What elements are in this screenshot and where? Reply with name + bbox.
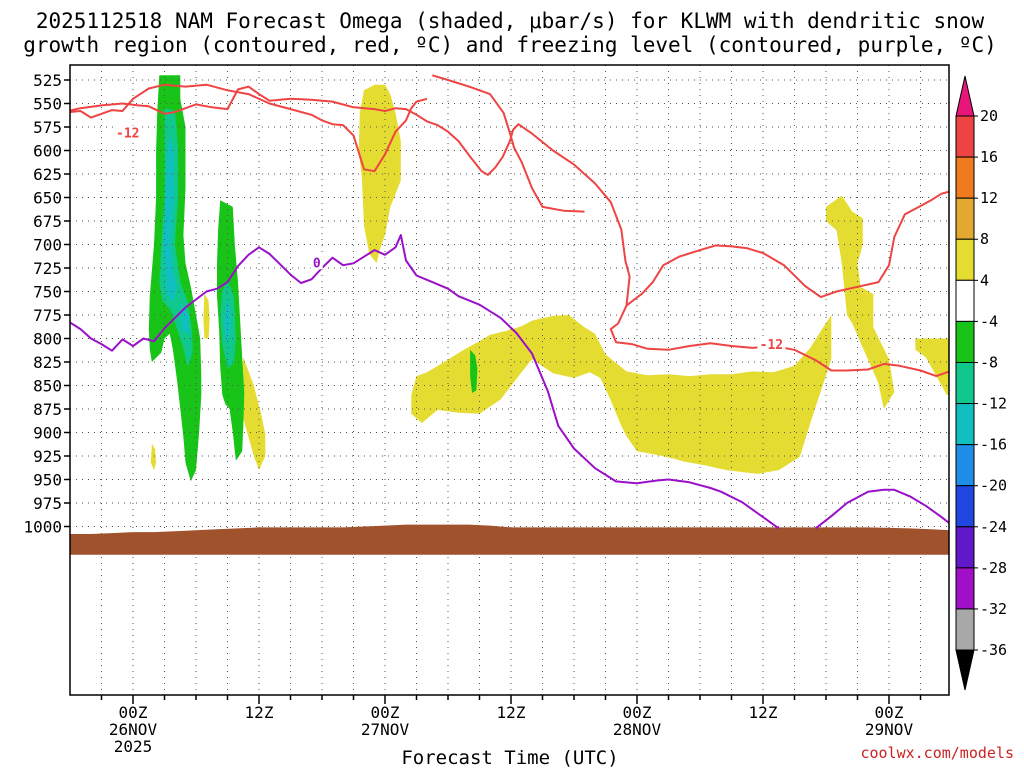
colorbar-label-0: 20 <box>980 107 998 125</box>
colorbar-label-6: -8 <box>980 353 998 371</box>
colorbar-box-9 <box>955 485 975 528</box>
y-tick-label-525: 525 <box>33 71 62 90</box>
contour-label-2: -12 <box>760 338 783 353</box>
x-tick-label-72-1: 29NOV <box>865 720 914 739</box>
grid <box>70 65 949 695</box>
colorbar-label-11: -28 <box>980 559 1007 577</box>
plot-frame <box>69 64 950 696</box>
colorbar-label-7: -12 <box>980 395 1007 413</box>
ground-fill <box>70 524 949 555</box>
y-tick-label-950: 950 <box>33 471 62 490</box>
omega-region-0 <box>358 84 401 264</box>
colorbar-label-3: 8 <box>980 230 989 248</box>
colorbar-label-13: -36 <box>980 641 1007 659</box>
y-tick-label-675: 675 <box>33 212 62 231</box>
colorbar-label-10: -24 <box>980 518 1007 536</box>
y-tick-label-850: 850 <box>33 377 62 396</box>
y-tick-label-900: 900 <box>33 424 62 443</box>
y-tick-label-800: 800 <box>33 330 62 349</box>
x-tick-label-48-1: 28NOV <box>613 720 662 739</box>
omega-region-10 <box>470 349 478 393</box>
colorbar-top-arrow <box>955 75 975 117</box>
y-tick-label-925: 925 <box>33 447 62 466</box>
colorbar-box-6 <box>955 361 975 405</box>
colorbar-box-3 <box>955 238 975 281</box>
omega-shading <box>148 75 949 482</box>
colorbar-box-1 <box>955 156 975 199</box>
credit-text: coolwx.com/models <box>860 744 1014 762</box>
colorbar-label-8: -16 <box>980 436 1007 454</box>
colorbar-label-9: -20 <box>980 477 1007 495</box>
omega-region-4 <box>240 357 266 471</box>
temperature-contours: -12 -12 0 <box>70 74 949 530</box>
colorbar-label-5: -4 <box>980 312 998 330</box>
x-tick-label-0-0: 00Z <box>119 703 148 722</box>
omega-region-2 <box>826 195 895 409</box>
x-tick-label-0-1: 26NOV <box>109 720 158 739</box>
colorbar-box-0 <box>955 115 975 158</box>
y-tick-label-575: 575 <box>33 118 62 137</box>
omega-region-3 <box>915 338 949 396</box>
x-tick-label-24-0: 00Z <box>371 703 400 722</box>
colorbar-box-2 <box>955 197 975 240</box>
x-tick-label-36-0: 12Z <box>497 703 526 722</box>
colorbar-box-7 <box>955 403 975 446</box>
contour-label-bg-0 <box>113 125 142 140</box>
y-tick-label-550: 550 <box>33 95 62 114</box>
colorbar-box-8 <box>955 444 975 487</box>
x-tick-label-0-2: 2025 <box>114 737 153 756</box>
colorbar: 20 16 12 8 4 -4 -8 -12 -16 -20 -24 -28 -32 -36 <box>955 75 1007 691</box>
x-axis-label: Forecast Time (UTC) <box>401 747 618 768</box>
y-axis-ticks: 525 550 575 600 625 650 675 700 725 750 775 800 825 8… <box>23 71 70 537</box>
y-tick-label-700: 700 <box>33 236 62 255</box>
colorbar-box-11 <box>955 567 975 610</box>
omega-region-5 <box>150 443 157 471</box>
contour-line-4 <box>70 234 780 530</box>
x-tick-label-24-1: 27NOV <box>361 720 410 739</box>
contour-line-0 <box>70 83 428 173</box>
colorbar-label-12: -32 <box>980 600 1007 618</box>
colorbar-box-12 <box>955 608 975 651</box>
y-tick-label-650: 650 <box>33 189 62 208</box>
x-tick-label-60-0: 12Z <box>749 703 778 722</box>
y-tick-label-875: 875 <box>33 400 62 419</box>
contour-label-bg-4 <box>310 255 323 270</box>
colorbar-box-4 <box>955 279 975 322</box>
contour-label-bg-2 <box>757 337 786 352</box>
omega-region-6 <box>203 293 210 339</box>
colorbar-label-2: 12 <box>980 189 998 207</box>
y-tick-label-625: 625 <box>33 165 62 184</box>
omega-region-13 <box>163 136 178 303</box>
chart-title-line-1: 2025112518 NAM Forecast Omega (shaded, μ… <box>36 9 985 33</box>
omega-region-15 <box>224 299 231 345</box>
contour-line-3 <box>625 190 949 307</box>
colorbar-box-10 <box>955 526 975 569</box>
colorbar-label-4: 4 <box>980 271 989 289</box>
y-tick-label-600: 600 <box>33 142 62 161</box>
y-tick-label-825: 825 <box>33 353 62 372</box>
contour-label-4: 0 <box>313 256 321 271</box>
x-tick-label-72-0: 00Z <box>875 703 904 722</box>
colorbar-label-1: 16 <box>980 148 998 166</box>
y-tick-label-750: 750 <box>33 283 62 302</box>
x-tick-label-48-0: 00Z <box>623 703 652 722</box>
y-tick-label-775: 775 <box>33 306 62 325</box>
contour-line-5 <box>814 488 949 530</box>
colorbar-box-5 <box>955 320 975 363</box>
y-tick-label-975: 975 <box>33 494 62 513</box>
chart-title-line-2: growth region (contoured, red, ºC) and f… <box>23 33 997 57</box>
omega-region-1 <box>411 315 832 474</box>
colorbar-bottom-arrow <box>955 649 975 691</box>
x-tick-label-12-0: 12Z <box>245 703 274 722</box>
y-tick-label-1000: 1000 <box>23 518 62 537</box>
y-tick-label-725: 725 <box>33 259 62 278</box>
contour-label-0: -12 <box>116 127 139 142</box>
terrain-ground <box>70 524 949 555</box>
